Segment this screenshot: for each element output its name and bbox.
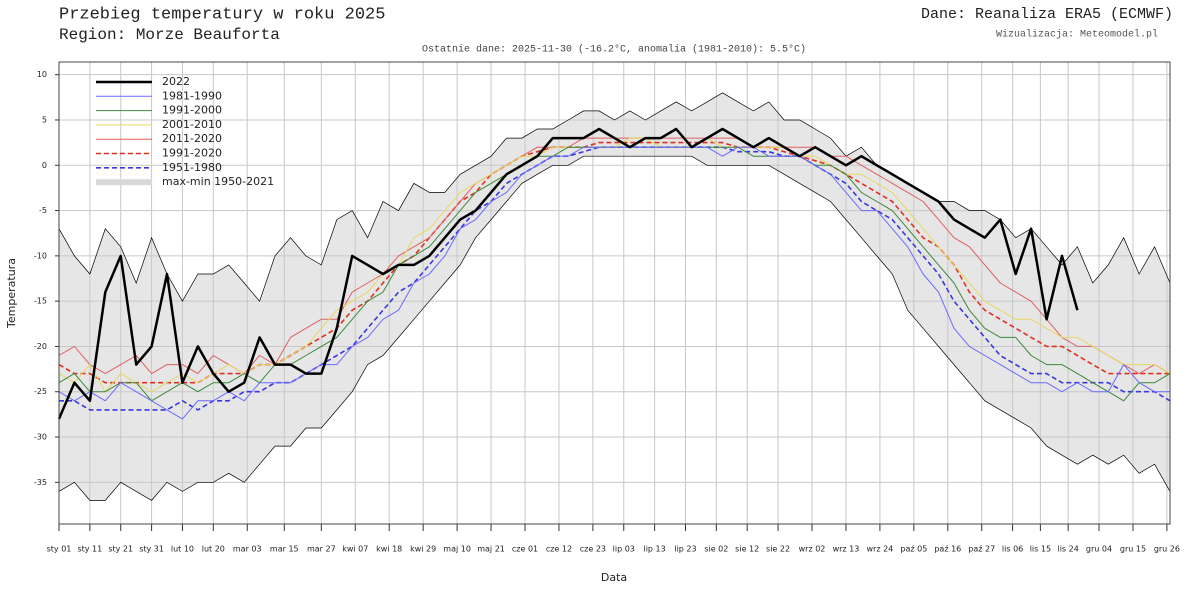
x-tick-label: cze 12 (546, 545, 572, 554)
x-tick-label: gru 15 (1120, 545, 1146, 554)
x-tick-label: gru 04 (1086, 545, 1112, 554)
x-tick-label: sty 21 (108, 545, 133, 554)
chart-title: Przebieg temperatury w roku 2025 (59, 5, 385, 24)
y-tick-label: -35 (34, 478, 47, 487)
x-tick-label: lut 20 (202, 545, 225, 554)
x-tick-label: maj 21 (477, 545, 505, 554)
x-tick-label: wrz 02 (799, 545, 826, 554)
range-band (59, 92, 1170, 501)
band-upper-line (58, 92, 1171, 302)
legend-label: 1951-1980 (162, 161, 222, 174)
y-tick-label: 0 (42, 161, 47, 170)
x-tick-label: cze 01 (512, 545, 538, 554)
plot-frame (58, 61, 1171, 525)
x-tick-label: sty 01 (47, 545, 72, 554)
chart-credit: Wizualizacja: Meteomodel.pl (996, 29, 1158, 41)
x-tick-label: wrz 13 (833, 545, 860, 554)
legend-label: max-min 1950-2021 (162, 175, 274, 188)
x-tick-label: kwi 07 (342, 545, 368, 554)
y-tick-label: -30 (34, 433, 47, 442)
y-tick-label: -5 (39, 206, 47, 215)
x-tick-label: sie 02 (704, 545, 728, 554)
chart-region: Region: Morze Beauforta (59, 26, 280, 44)
x-tick-label: lis 24 (1057, 545, 1078, 554)
x-axis-label: Data (601, 571, 627, 584)
x-tick-label: sty 11 (77, 545, 102, 554)
x-tick-label: mar 15 (270, 545, 299, 554)
y-tick-label: -15 (34, 297, 47, 306)
x-tick-label: lis 06 (1002, 545, 1023, 554)
legend-label: 2011-2020 (162, 132, 222, 145)
y-tick-label: 10 (37, 70, 47, 79)
x-tick-label: lut 10 (171, 545, 194, 554)
x-tick-label: lip 03 (613, 545, 635, 554)
x-tick-label: sty 31 (139, 545, 164, 554)
x-tick-label: sie 22 (766, 545, 790, 554)
x-tick-label: gru 26 (1154, 545, 1180, 554)
x-tick-label: sie 12 (735, 545, 759, 554)
legend-label: 1981-1990 (162, 89, 222, 102)
series-line (57, 127, 1079, 420)
x-tick-label: paź 05 (900, 545, 927, 554)
x-tick-label: lis 15 (1030, 545, 1051, 554)
y-tick-label: -20 (34, 342, 47, 351)
x-tick-label: maj 10 (443, 545, 471, 554)
chart-subtitle: Ostatnie dane: 2025-11-30 (-16.2°C, anom… (422, 44, 806, 56)
x-tick-label: kwi 18 (376, 545, 402, 554)
x-tick-label: paź 27 (968, 545, 995, 554)
y-tick-label: 5 (42, 115, 47, 124)
x-tick-label: lip 23 (674, 545, 696, 554)
legend-label: 2001-2010 (162, 118, 222, 131)
y-axis-label: Temperatura (5, 258, 18, 329)
x-tick-label: cze 23 (580, 545, 606, 554)
chart-source: Dane: Reanaliza ERA5 (ECMWF) (921, 6, 1173, 23)
y-tick-label: -10 (34, 251, 47, 260)
legend-label: 1991-2000 (162, 104, 222, 117)
y-tick-label: -25 (34, 387, 47, 396)
x-tick-label: kwi 29 (410, 545, 436, 554)
x-tick-label: mar 27 (307, 545, 336, 554)
legend-label: 2022 (162, 75, 190, 88)
x-tick-label: wrz 24 (867, 545, 894, 554)
x-tick-label: paź 16 (934, 545, 961, 554)
x-tick-label: mar 03 (233, 545, 262, 554)
series-line (58, 146, 1170, 420)
band-lower-line (58, 155, 1171, 501)
legend-label: 1991-2020 (162, 147, 222, 160)
x-tick-label: lip 13 (643, 545, 665, 554)
